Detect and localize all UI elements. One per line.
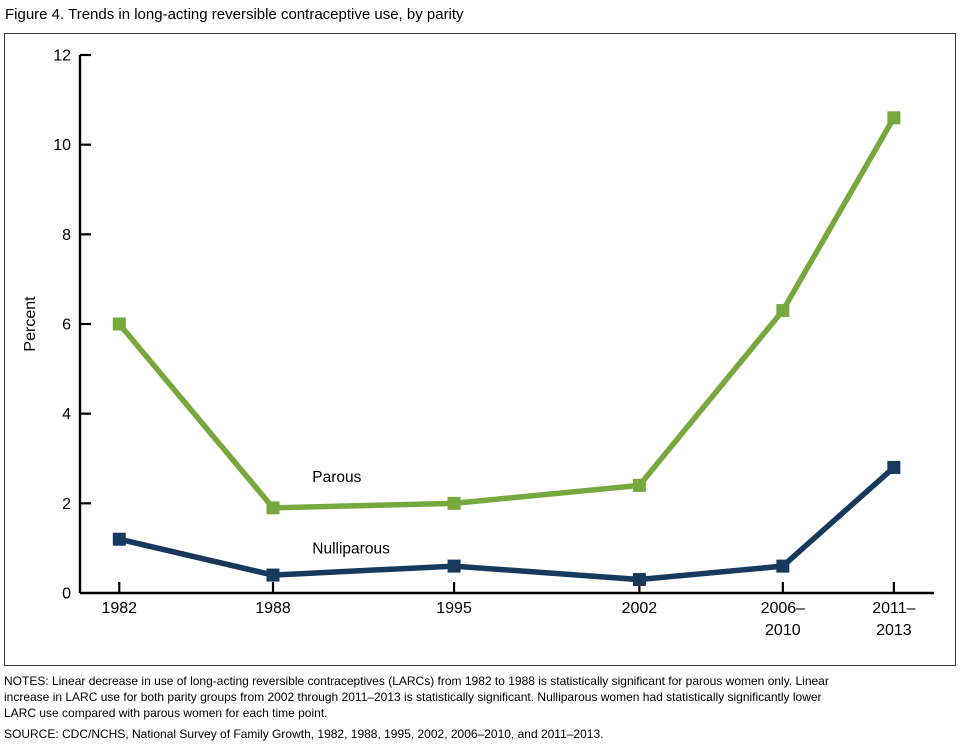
chart-box: 0 2 4 6 8 10 12 1982 1988 1995 2002 2006– 2010 2011– 2… (4, 33, 956, 666)
series-line-nulliparous (118, 465, 896, 583)
series-marker-parous (776, 304, 790, 318)
y-tick-label: 2 (62, 496, 71, 513)
figure-title: Figure 4. Trends in long-acting reversib… (5, 6, 464, 23)
series-marker-parous (887, 111, 901, 125)
x-tick-label: 2011– (872, 600, 915, 617)
series-marker-parous (266, 501, 280, 515)
x-tick-label: 2013 (876, 622, 912, 639)
larc-line-chart: 0 2 4 6 8 10 12 1982 1988 1995 2002 2006– 2010 2011– 2… (22, 48, 934, 639)
series-marker-nulliparous (447, 559, 461, 573)
series-line-parous (117, 116, 897, 511)
series-marker-nulliparous (887, 460, 901, 474)
series-marker-nulliparous (632, 573, 646, 587)
x-tick-label: 2010 (765, 622, 801, 639)
notes-line-3: LARC use compared with parous women for … (4, 706, 328, 720)
y-tick-label: 6 (62, 317, 71, 334)
series-marker-nulliparous (776, 559, 790, 573)
x-tick-label: 1988 (255, 600, 291, 617)
series-label-parous: Parous (312, 469, 361, 486)
x-tick-label: 1995 (436, 600, 472, 617)
y-tick-label: 4 (62, 406, 71, 423)
x-tick-label: 1982 (101, 600, 137, 617)
y-tick-label: 8 (62, 227, 71, 244)
figure-source: SOURCE: CDC/NCHS, National Survey of Fam… (4, 727, 604, 741)
x-tick-label: 2002 (622, 600, 658, 617)
series-marker-parous (112, 317, 126, 331)
y-tick-label: 10 (53, 137, 71, 154)
y-tick-label: 12 (53, 48, 71, 65)
x-tick-label: 2006– (761, 600, 806, 617)
figure-notes: NOTES: Linear decrease in use of long-ac… (4, 673, 956, 742)
notes-line-1: NOTES: Linear decrease in use of long-ac… (4, 674, 829, 688)
notes-line-2: increase in LARC use for both parity gro… (4, 690, 822, 704)
series-marker-parous (632, 478, 646, 492)
series-marker-parous (447, 496, 461, 510)
y-axis-title: Percent (22, 296, 39, 352)
series-marker-nulliparous (266, 568, 280, 582)
series-label-nulliparous: Nulliparous (312, 541, 390, 558)
y-tick-label: 0 (62, 586, 71, 603)
series-marker-nulliparous (112, 532, 126, 546)
